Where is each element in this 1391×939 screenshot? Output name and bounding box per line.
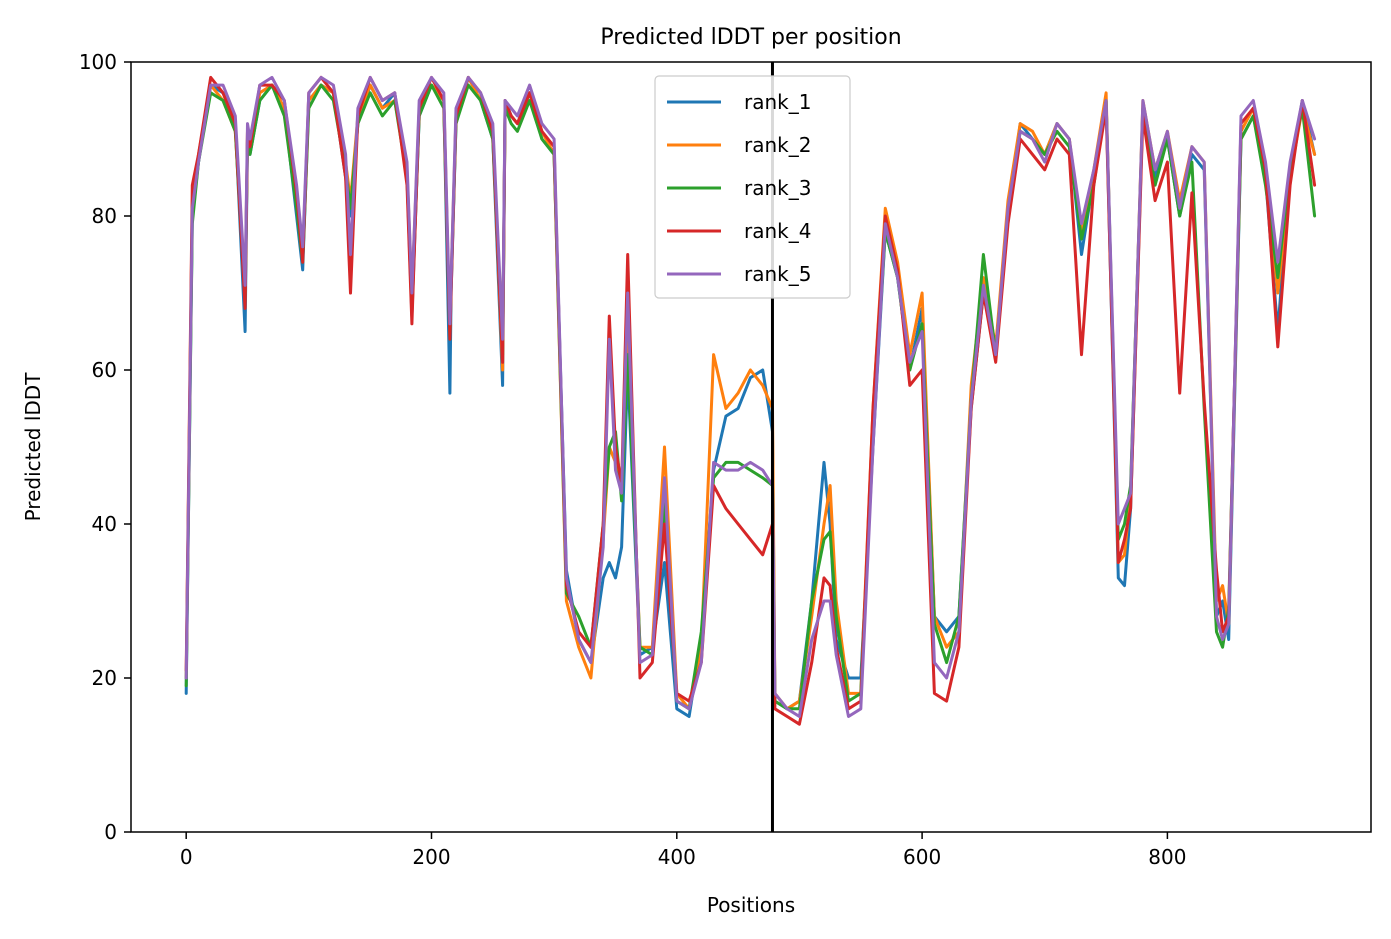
series-layer: [184, 75, 1317, 726]
x-tick-label: 0: [180, 845, 193, 869]
y-tick-label: 80: [92, 204, 117, 228]
y-tick-label: 40: [92, 512, 117, 536]
x-tick-label: 400: [658, 845, 696, 869]
y-tick-label: 100: [79, 50, 117, 74]
y-tick-label: 60: [92, 358, 117, 382]
legend-label-rank_1: rank_1: [744, 90, 811, 114]
legend: rank_1 rank_2 rank_3 rank_4 rank_5: [654, 75, 851, 299]
y-axis-label: Predicted lDDT: [21, 372, 45, 522]
x-axis: 0 200 400 600 800: [180, 832, 1186, 869]
legend-label-rank_4: rank_4: [744, 219, 811, 243]
x-axis-label: Positions: [707, 893, 795, 917]
series-line-rank_5: [184, 75, 1317, 718]
x-tick-label: 800: [1148, 845, 1186, 869]
x-tick-label: 200: [412, 845, 450, 869]
y-axis: 0 20 40 60 80 100: [79, 50, 131, 844]
legend-label-rank_5: rank_5: [744, 262, 811, 286]
chart-title: Predicted lDDT per position: [600, 25, 901, 50]
legend-box: [654, 75, 851, 299]
y-tick-label: 0: [104, 820, 117, 844]
x-tick-label: 600: [903, 845, 941, 869]
y-tick-label: 20: [92, 666, 117, 690]
legend-label-rank_2: rank_2: [744, 133, 811, 157]
legend-label-rank_3: rank_3: [744, 176, 811, 200]
plot-frame: [130, 61, 1372, 833]
